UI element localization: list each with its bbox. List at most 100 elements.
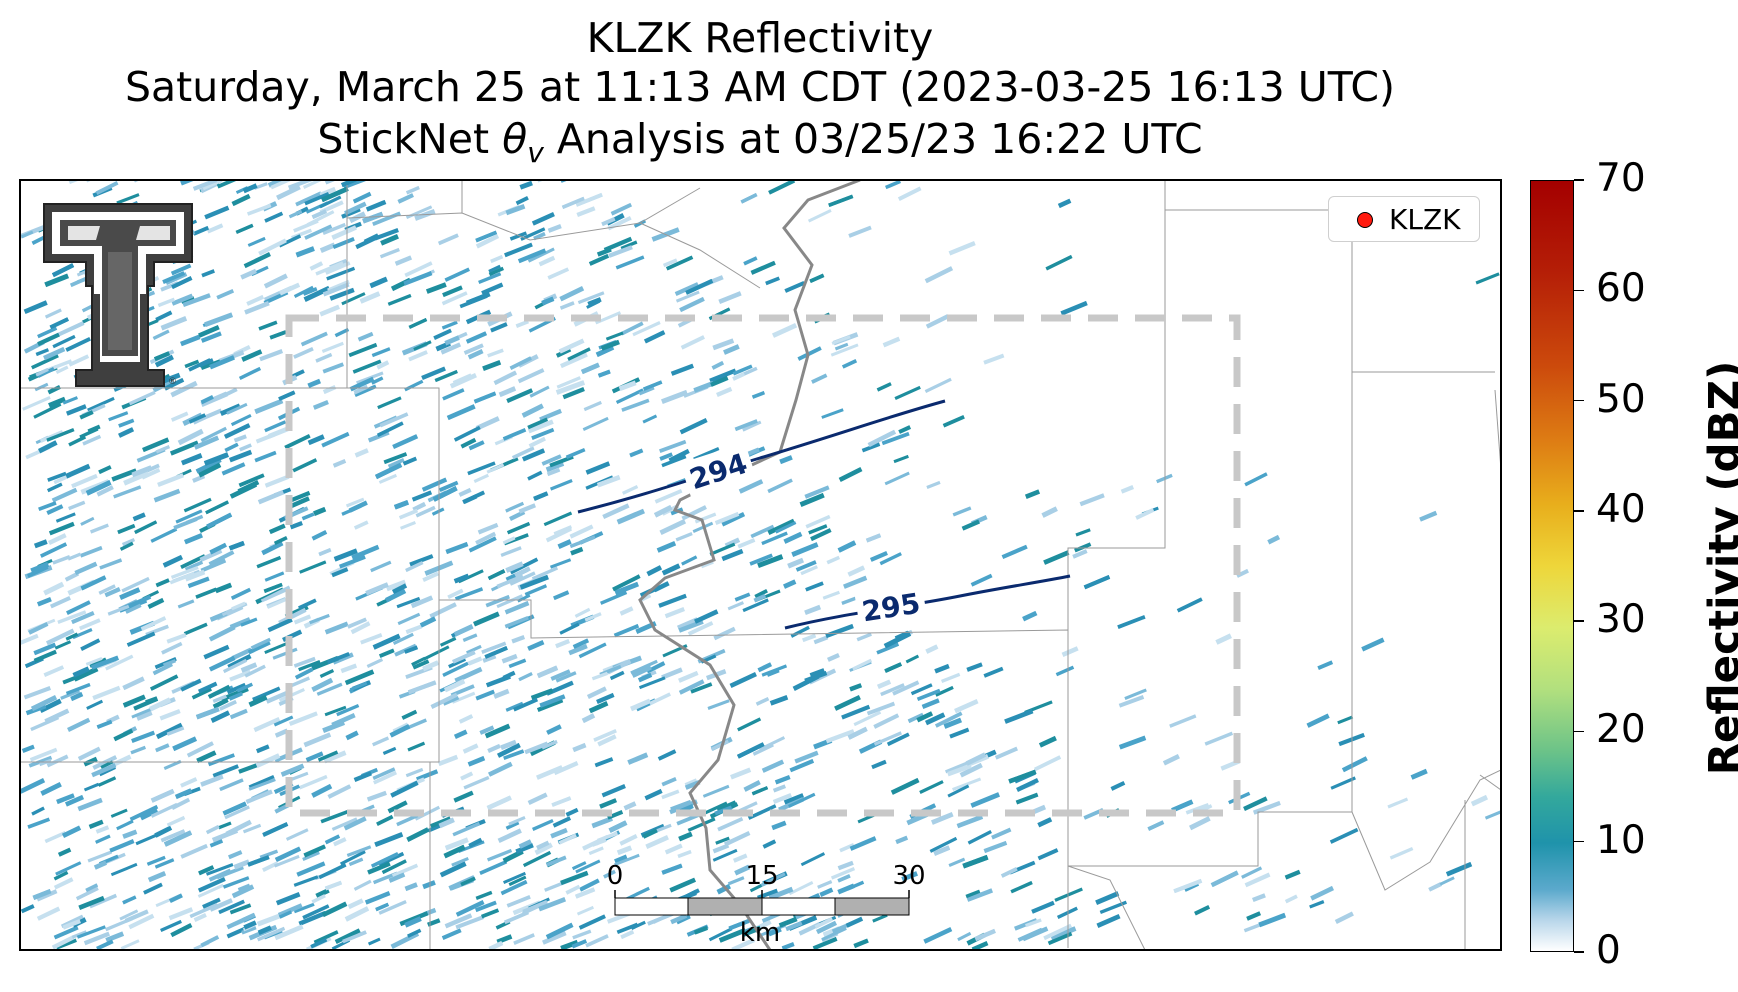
reflectivity-streak — [233, 859, 250, 870]
reflectivity-streak — [205, 863, 234, 876]
reflectivity-streak — [155, 310, 173, 322]
reflectivity-streak — [738, 479, 764, 494]
reflectivity-streak — [322, 282, 350, 297]
reflectivity-streak — [737, 538, 756, 549]
reflectivity-streak — [410, 595, 434, 609]
reflectivity-streak — [710, 739, 730, 751]
reflectivity-streak — [230, 414, 252, 427]
reflectivity-streak — [302, 904, 330, 920]
colorbar-tick-label: 10 — [1596, 817, 1646, 863]
reflectivity-streak — [767, 478, 793, 494]
reflectivity-streak — [451, 856, 469, 867]
reflectivity-streak — [1337, 715, 1354, 725]
reflectivity-streak — [479, 860, 508, 875]
reflectivity-streak — [439, 636, 457, 647]
reflectivity-streak — [338, 555, 366, 569]
reflectivity-streak — [475, 689, 495, 701]
reflectivity-streak — [712, 338, 735, 351]
reflectivity-streak — [288, 711, 318, 726]
reflectivity-streak — [105, 654, 134, 671]
reflectivity-streak — [779, 455, 793, 465]
reflectivity-streak — [536, 698, 564, 713]
reflectivity-streak — [121, 538, 136, 547]
reflectivity-streak — [579, 878, 600, 892]
reflectivity-streak — [1075, 528, 1091, 537]
reflectivity-streak — [830, 343, 859, 357]
reflectivity-streak — [555, 380, 586, 395]
colorbar-label: Reflectivity (dBZ) — [1699, 360, 1738, 776]
reflectivity-streak — [957, 931, 972, 942]
scale-seg-4 — [834, 897, 910, 916]
reflectivity-streak — [209, 355, 235, 370]
reflectivity-streak — [947, 763, 972, 777]
reflectivity-streak — [304, 224, 333, 240]
reflectivity-streak — [382, 746, 397, 755]
contour-label-294-bg — [680, 442, 756, 498]
reflectivity-streak — [612, 574, 641, 592]
reflectivity-streak — [487, 743, 501, 754]
reflectivity-streak — [475, 230, 498, 243]
reflectivity-streak — [119, 587, 141, 600]
reflectivity-streak — [66, 600, 91, 615]
reflectivity-streak — [438, 817, 455, 829]
reflectivity-streak — [299, 560, 327, 574]
reflectivity-streak — [229, 482, 258, 499]
reflectivity-streak — [208, 868, 232, 882]
reflectivity-streak — [452, 821, 481, 837]
reflectivity-streak — [256, 744, 270, 754]
reflectivity-streak — [1176, 597, 1203, 613]
reflectivity-streak — [344, 669, 375, 686]
reflectivity-streak — [542, 930, 567, 945]
reflectivity-streak — [372, 736, 390, 747]
reflectivity-streak — [1419, 510, 1438, 522]
reflectivity-streak — [661, 667, 683, 680]
reflectivity-streak — [79, 427, 99, 439]
reflectivity-streak — [506, 521, 531, 535]
reflectivity-streak — [311, 677, 334, 692]
reflectivity-streak — [270, 180, 293, 190]
reflectivity-streak — [162, 271, 186, 284]
reflectivity-streak — [37, 366, 55, 378]
reflectivity-streak — [80, 638, 101, 651]
reflectivity-streak — [513, 933, 535, 945]
scale-unit: km — [739, 918, 781, 948]
reflectivity-streak — [488, 761, 513, 777]
reflectivity-streak — [96, 939, 114, 950]
reflectivity-streak — [157, 297, 176, 308]
reflectivity-streak — [873, 731, 902, 746]
reflectivity-streak — [300, 331, 328, 347]
reflectivity-streak — [768, 180, 796, 195]
reflectivity-streak — [531, 427, 555, 440]
reflectivity-streak — [947, 784, 970, 798]
reflectivity-streak — [593, 729, 617, 742]
reflectivity-streak — [761, 664, 788, 677]
reflectivity-streak — [278, 910, 293, 919]
reflectivity-streak — [541, 739, 558, 750]
reflectivity-streak — [278, 390, 296, 401]
reflectivity-streak — [149, 697, 172, 712]
reflectivity-streak — [180, 334, 201, 347]
reflectivity-streak — [919, 780, 944, 794]
reflectivity-streak — [572, 638, 590, 649]
reflectivity-streak — [45, 628, 75, 646]
reflectivity-streak — [331, 567, 349, 578]
reflectivity-streak — [429, 602, 457, 619]
reflectivity-streak — [785, 921, 803, 932]
reflectivity-streak — [108, 411, 129, 422]
reflectivity-streak — [171, 276, 193, 290]
reflectivity-streak — [817, 880, 833, 889]
reflectivity-streak — [644, 788, 663, 801]
reflectivity-streak — [550, 827, 568, 839]
reflectivity-streak — [155, 445, 170, 454]
reflectivity-streak — [332, 459, 347, 468]
reflectivity-streak — [504, 242, 533, 258]
reflectivity-streak — [319, 242, 336, 254]
reflectivity-streak — [856, 632, 872, 642]
reflectivity-streak — [1162, 753, 1180, 766]
reflectivity-streak — [1037, 817, 1053, 828]
reflectivity-streak — [321, 341, 344, 353]
reflectivity-streak — [630, 698, 651, 712]
reflectivity-streak — [1329, 827, 1359, 844]
reflectivity-streak — [53, 870, 69, 881]
klzk-marker-icon — [1357, 212, 1373, 228]
